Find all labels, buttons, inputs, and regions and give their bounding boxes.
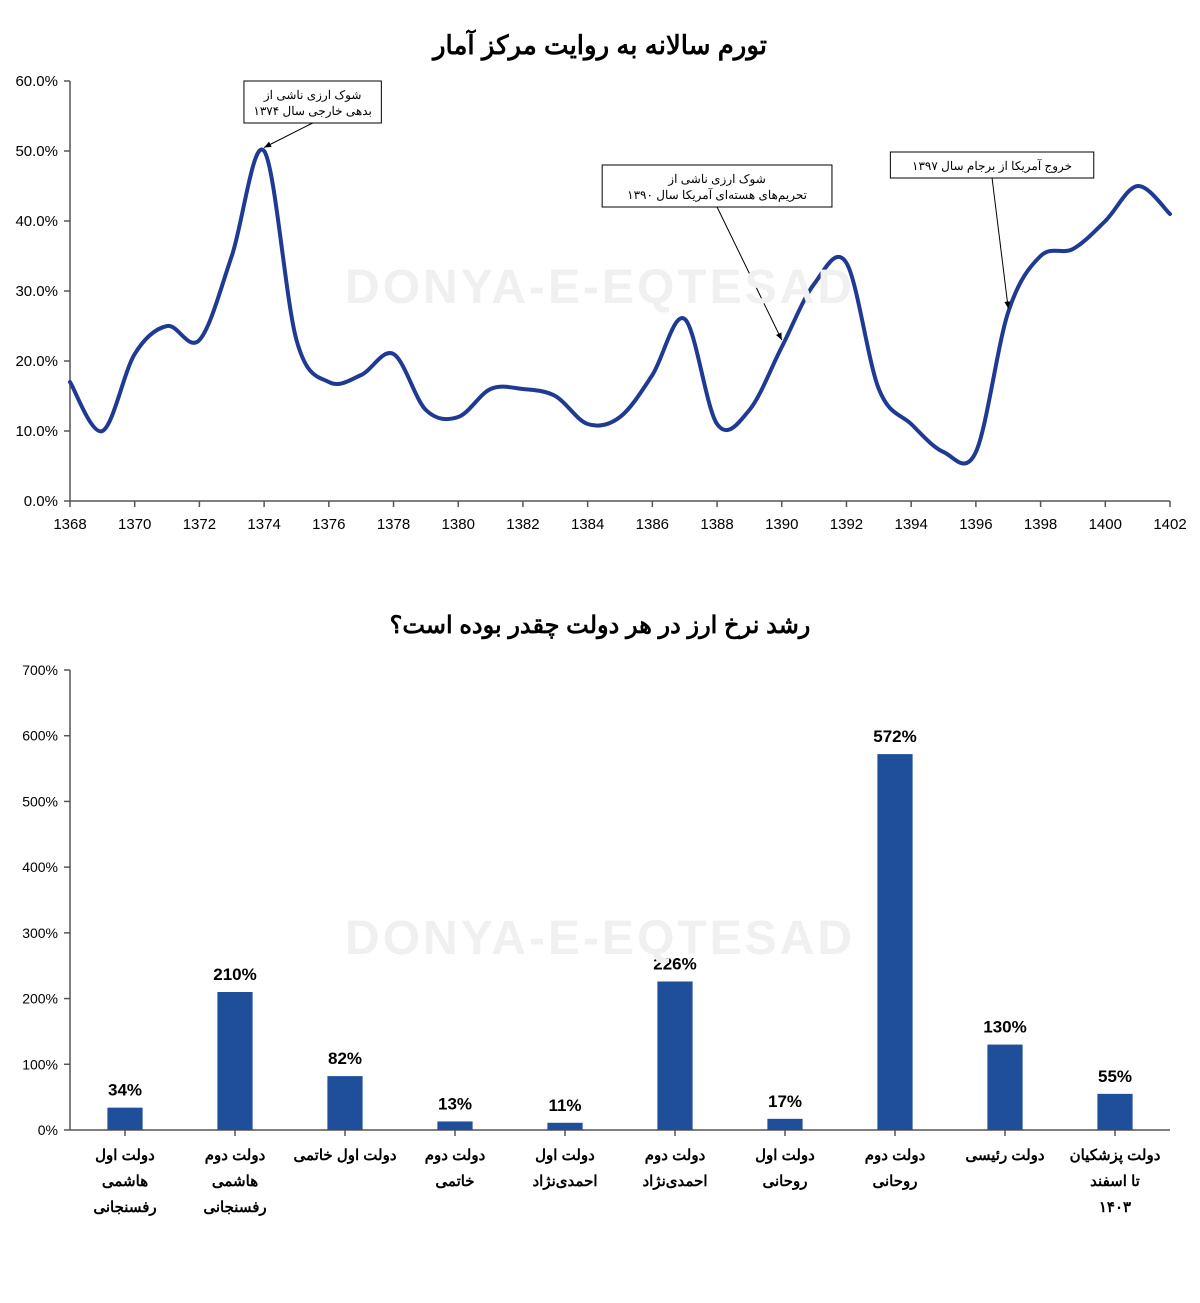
bar-category-label: دولت پزشکیان	[1070, 1147, 1161, 1165]
bar-category-label: رفسنجانی	[203, 1199, 266, 1216]
svg-text:1382: 1382	[506, 516, 539, 533]
bar	[877, 754, 912, 1130]
svg-text:30.0%: 30.0%	[15, 283, 58, 300]
bar-category-label: دولت دوم	[865, 1147, 926, 1164]
svg-text:1368: 1368	[53, 516, 86, 533]
svg-text:100%: 100%	[22, 1056, 58, 1072]
svg-text:500%: 500%	[22, 793, 58, 809]
svg-text:40.0%: 40.0%	[15, 213, 58, 230]
bar	[1097, 1094, 1132, 1130]
svg-text:1394: 1394	[894, 516, 927, 533]
svg-text:1376: 1376	[312, 516, 345, 533]
svg-text:شوک ارزی ناشی از: شوک ارزی ناشی از	[667, 172, 766, 186]
bar-value: 17%	[768, 1092, 802, 1111]
bar-chart-svg: 0% 100% 200% 300% 400% 500% 600% 700% 34% دولت او…	[0, 650, 1200, 1270]
svg-text:1400: 1400	[1089, 516, 1122, 533]
svg-text:0.0%: 0.0%	[24, 493, 58, 510]
bar-category-label: احمدی‌نژاد	[642, 1173, 707, 1190]
svg-text:300%: 300%	[22, 925, 58, 941]
svg-text:1402: 1402	[1153, 516, 1186, 533]
svg-text:1384: 1384	[571, 516, 604, 533]
svg-text:تحریم‌های هسته‌ای آمریکا سال ۱: تحریم‌های هسته‌ای آمریکا سال ۱۳۹۰	[627, 187, 807, 202]
svg-text:1396: 1396	[959, 516, 992, 533]
bar-chart-container: رشد نرخ ارز در هر دولت چقدر بوده است؟ DO…	[0, 571, 1200, 1270]
svg-text:بدهی خارجی سال ۱۳۷۴: بدهی خارجی سال ۱۳۷۴	[253, 104, 371, 118]
bar-category-label: هاشمی	[212, 1173, 258, 1190]
bar-value: 11%	[548, 1096, 581, 1115]
bar-value: 82%	[328, 1049, 362, 1068]
bar-value: 34%	[108, 1081, 142, 1100]
bar	[547, 1123, 582, 1130]
line-chart-container: تورم سالانه به روایت مرکز آمار DONYA-E-E…	[0, 0, 1200, 571]
line-chart-title: تورم سالانه به روایت مرکز آمار	[0, 0, 1200, 71]
svg-text:1390: 1390	[765, 516, 798, 533]
bar-value: 572%	[873, 727, 916, 746]
svg-text:1380: 1380	[442, 516, 475, 533]
annotation-arrow	[992, 178, 1008, 309]
svg-text:خروج آمریکا از برجام سال ۱۳۹۷: خروج آمریکا از برجام سال ۱۳۹۷	[912, 158, 1072, 173]
svg-text:0%: 0%	[38, 1122, 58, 1138]
bar-category-label: دولت اول	[755, 1147, 815, 1164]
bar-category-label: دولت دوم	[205, 1147, 266, 1164]
svg-text:50.0%: 50.0%	[15, 143, 58, 160]
svg-text:20.0%: 20.0%	[15, 353, 58, 370]
svg-text:700%: 700%	[22, 662, 58, 678]
bar-category-label: دولت اول خاتمی	[293, 1147, 396, 1164]
svg-text:600%: 600%	[22, 728, 58, 744]
svg-text:1386: 1386	[636, 516, 669, 533]
bar-chart-title: رشد نرخ ارز در هر دولت چقدر بوده است؟	[0, 571, 1200, 650]
svg-text:1398: 1398	[1024, 516, 1057, 533]
svg-text:200%: 200%	[22, 991, 58, 1007]
svg-text:400%: 400%	[22, 859, 58, 875]
svg-text:1372: 1372	[183, 516, 216, 533]
svg-text:10.0%: 10.0%	[15, 423, 58, 440]
bar-category-label: تا اسفند	[1090, 1173, 1140, 1190]
bar-category-label: رفسنجانی	[93, 1199, 156, 1216]
bar-value: 210%	[213, 965, 256, 984]
bar-category-label: دولت دوم	[645, 1147, 706, 1164]
bar-category-label: دولت اول	[535, 1147, 595, 1164]
svg-text:1388: 1388	[700, 516, 733, 533]
bar-category-label: خاتمی	[435, 1173, 474, 1190]
svg-text:1378: 1378	[377, 516, 410, 533]
bar-value: 226%	[653, 954, 696, 973]
bar-value: 55%	[1098, 1067, 1132, 1086]
annotation-arrow	[717, 207, 782, 340]
bar-category-label: دولت دوم	[425, 1147, 486, 1164]
bar	[327, 1076, 362, 1130]
bar-category-label: روحانی	[872, 1173, 917, 1190]
svg-text:شوک ارزی ناشی از: شوک ارزی ناشی از	[263, 88, 362, 102]
bar	[657, 981, 692, 1130]
bar-category-label: ۱۴۰۳	[1099, 1199, 1131, 1216]
svg-text:60.0%: 60.0%	[15, 73, 58, 90]
bar-category-label: هاشمی	[102, 1173, 148, 1190]
bar	[437, 1121, 472, 1130]
svg-text:1370: 1370	[118, 516, 151, 533]
annotation-arrow	[264, 123, 313, 148]
bar	[767, 1119, 802, 1130]
bar-category-label: احمدی‌نژاد	[532, 1173, 597, 1190]
bar	[987, 1045, 1022, 1130]
bar-value: 130%	[983, 1018, 1026, 1037]
bar-category-label: روحانی	[762, 1173, 807, 1190]
svg-text:1392: 1392	[830, 516, 863, 533]
bar-value: 13%	[438, 1094, 472, 1113]
bar	[217, 992, 252, 1130]
bar	[107, 1108, 142, 1130]
bar-category-label: دولت اول	[95, 1147, 155, 1164]
svg-text:1374: 1374	[247, 516, 280, 533]
bar-category-label: دولت رئیسی	[965, 1147, 1045, 1164]
line-chart-svg: 0.0% 10.0% 20.0% 30.0% 40.0% 50.0% 60.0% 1368 13…	[0, 71, 1200, 571]
